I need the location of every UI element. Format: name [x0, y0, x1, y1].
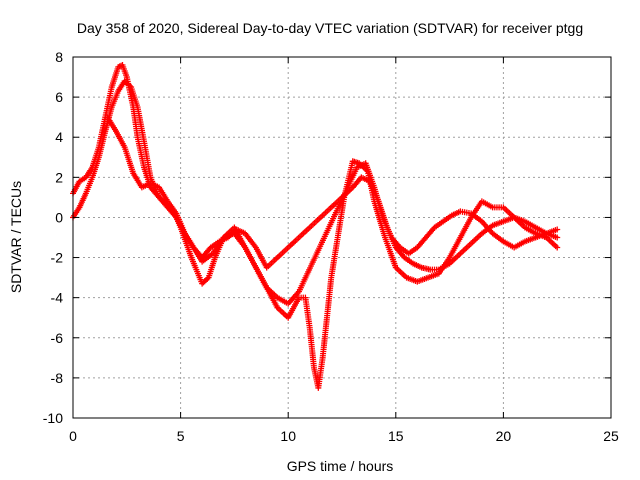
y-axis-title: SDTVAR / TECUs [8, 181, 24, 293]
y-tick-label: -2 [51, 250, 64, 266]
data-point-marker [554, 244, 561, 251]
y-tick-label: 2 [55, 169, 63, 185]
x-axis-title: GPS time / hours [287, 458, 394, 474]
y-tick-label: -6 [51, 330, 64, 346]
data-point-marker [554, 226, 561, 233]
series-track-b [70, 78, 561, 273]
y-tick-label: -10 [43, 410, 63, 426]
y-tick-label: 4 [55, 129, 63, 145]
plot-frame [72, 56, 612, 419]
data-points [70, 62, 561, 391]
y-tick-label: -4 [51, 290, 64, 306]
data-point-marker [204, 275, 211, 282]
data-point-marker [126, 82, 133, 89]
x-tick-label: 0 [69, 428, 77, 444]
axis-ticks: 0 5 10 15 20 25 -10 -8 -6 -4 -2 0 2 4 6 8 [43, 49, 619, 444]
chart-title: Day 358 of 2020, Sidereal Day-to-day VTE… [77, 20, 583, 36]
y-tick-label: 0 [55, 209, 63, 225]
y-tick-label: -8 [51, 370, 64, 386]
y-tick-label: 6 [55, 89, 63, 105]
x-tick-label: 10 [280, 428, 296, 444]
y-tick-label: 8 [55, 49, 63, 65]
x-tick-label: 15 [388, 428, 404, 444]
x-tick-label: 5 [177, 428, 185, 444]
series-track-c [104, 114, 561, 307]
x-tick-label: 20 [496, 428, 512, 444]
data-point-marker [554, 234, 561, 241]
x-tick-label: 25 [603, 428, 619, 444]
grid [73, 57, 611, 418]
